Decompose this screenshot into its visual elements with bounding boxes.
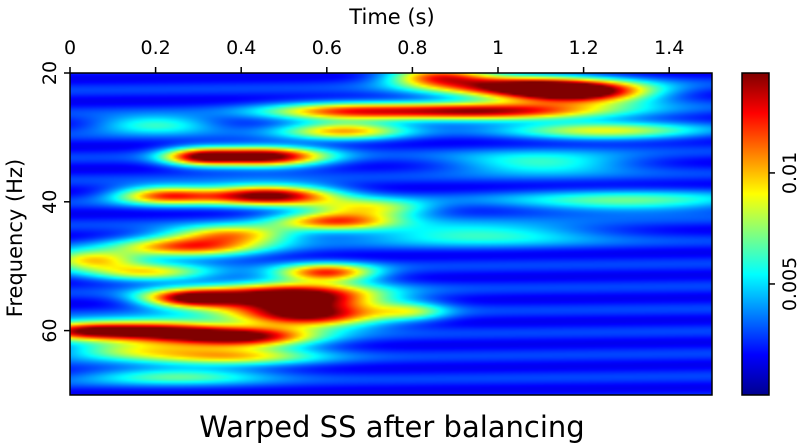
x-axis-ticks: 0 0.2 0.4 0.6 0.8 1 1.2 1.4 bbox=[64, 37, 684, 73]
y-axis-ticks: 20 40 60 bbox=[39, 61, 70, 343]
x-tick-label: 1 bbox=[492, 37, 504, 59]
x-tick-label: 1.2 bbox=[568, 37, 598, 59]
x-tick-label: 1.4 bbox=[654, 37, 684, 59]
x-tick-label: 0 bbox=[64, 37, 76, 59]
y-axis-title: Frequency (Hz) bbox=[3, 159, 27, 317]
heatmap-image bbox=[70, 73, 712, 395]
y-tick-label: 60 bbox=[39, 319, 61, 343]
colorbar-tick-label: 0.005 bbox=[779, 257, 801, 311]
x-tick-label: 0.2 bbox=[140, 37, 170, 59]
y-tick-label: 20 bbox=[39, 61, 61, 85]
colorbar-ticks: 0.005 0.01 bbox=[769, 152, 801, 311]
colorbar: 0.005 0.01 bbox=[741, 72, 801, 396]
x-tick-label: 0.4 bbox=[226, 37, 256, 59]
chart-title: Warped SS after balancing bbox=[199, 410, 584, 444]
x-tick-label: 0.8 bbox=[397, 37, 427, 59]
heatmap-plot-area bbox=[69, 72, 713, 396]
x-axis-title: Time (s) bbox=[348, 5, 434, 29]
y-tick-label: 40 bbox=[39, 190, 61, 214]
plot-frame bbox=[69, 72, 713, 396]
x-tick-label: 0.6 bbox=[312, 37, 342, 59]
colorbar-gradient bbox=[741, 72, 770, 396]
colorbar-tick-label: 0.01 bbox=[779, 152, 801, 194]
